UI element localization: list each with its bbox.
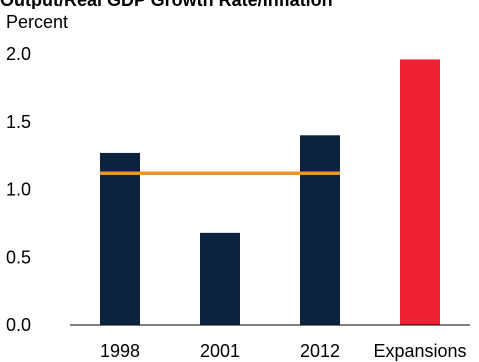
y-tick: 2.0 <box>6 44 31 64</box>
bars <box>100 59 440 326</box>
y-tick-label: 1.5 <box>6 112 31 132</box>
x-tick-label: Expansions <box>373 341 466 361</box>
y-tick: 1.0 <box>6 180 31 200</box>
y-tick-label: 1.0 <box>6 180 31 200</box>
y-axis-unit-label: Percent <box>6 12 69 32</box>
y-tick-label: 0.0 <box>6 315 31 335</box>
x-tick: 1998 <box>100 341 140 361</box>
y-tick: 1.5 <box>6 112 31 132</box>
y-tick-label: 0.5 <box>6 247 31 267</box>
bar-2001 <box>200 232 240 325</box>
x-tick: 2012 <box>300 341 340 361</box>
chart-title: Output/Real GDP Growth Rate/Inflation <box>0 0 479 9</box>
x-axis: 1998 2001 2012 Expansions <box>100 341 467 361</box>
bar-2012 <box>300 135 340 325</box>
y-tick: 0.5 <box>6 247 31 267</box>
x-tick-label: 2012 <box>300 341 340 361</box>
x-tick-label: 2001 <box>200 341 240 361</box>
x-tick: Expansions <box>373 341 466 361</box>
bar-expansions <box>400 59 440 326</box>
x-tick: 2001 <box>200 341 240 361</box>
y-axis: 0.0 0.5 1.0 1.5 2.0 <box>6 44 31 335</box>
x-tick-label: 1998 <box>100 341 140 361</box>
y-tick: 0.0 <box>6 315 31 335</box>
bar-1998 <box>100 152 140 325</box>
y-tick-label: 2.0 <box>6 44 31 64</box>
